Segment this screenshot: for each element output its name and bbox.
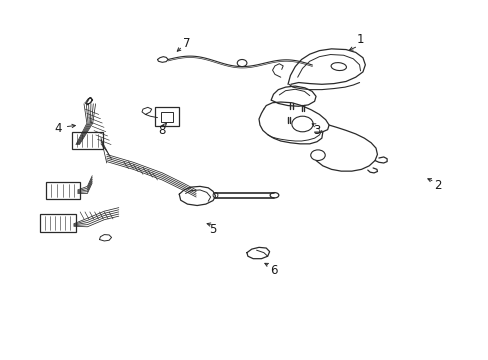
FancyBboxPatch shape bbox=[46, 182, 80, 199]
FancyBboxPatch shape bbox=[155, 107, 179, 126]
Ellipse shape bbox=[330, 63, 346, 71]
Text: 2: 2 bbox=[433, 179, 441, 192]
Circle shape bbox=[237, 59, 246, 67]
Text: 3: 3 bbox=[313, 124, 320, 137]
FancyBboxPatch shape bbox=[40, 215, 76, 232]
FancyBboxPatch shape bbox=[72, 132, 103, 149]
Text: 5: 5 bbox=[209, 223, 216, 236]
Text: 1: 1 bbox=[356, 33, 364, 46]
Text: 6: 6 bbox=[269, 264, 277, 277]
Text: 8: 8 bbox=[158, 124, 165, 137]
Ellipse shape bbox=[269, 193, 278, 198]
Bar bbox=[161, 112, 173, 122]
Text: 7: 7 bbox=[183, 37, 190, 50]
Text: 4: 4 bbox=[55, 122, 62, 135]
Ellipse shape bbox=[213, 193, 218, 198]
